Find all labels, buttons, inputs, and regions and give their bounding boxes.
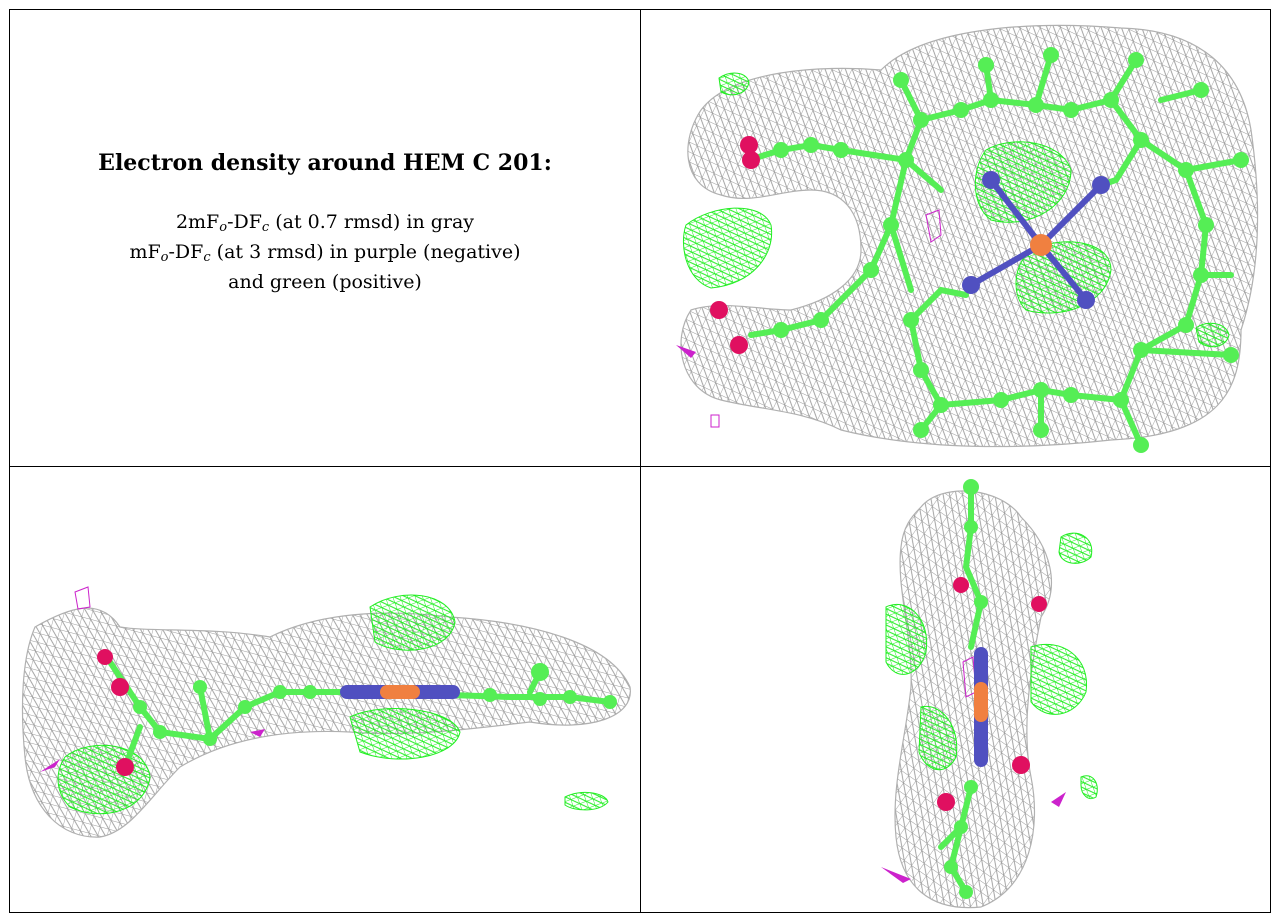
- figure-title: Electron density around HEM C 201:: [98, 150, 552, 176]
- oxygen-atoms: [937, 577, 1047, 811]
- density-negative-blob: [74, 586, 91, 610]
- fe-n-bonds: [968, 177, 1104, 303]
- table-divider-horizontal: [9, 466, 1271, 467]
- panel-side-view: [10, 467, 640, 912]
- density-positive-blob: [1030, 643, 1088, 715]
- carbon-atoms: [133, 663, 617, 746]
- density-positive-blob: [1080, 775, 1098, 800]
- density-negative-blob: [676, 345, 696, 358]
- density-mesh-2fofc: [21, 607, 631, 838]
- carbon-atoms: [944, 479, 988, 899]
- density-positive-blob: [1058, 532, 1093, 564]
- density-positive-blob: [369, 594, 456, 651]
- carbon-atoms: [773, 47, 1249, 453]
- density-positive-blob: [564, 791, 609, 811]
- density-positive-blob: [349, 708, 461, 760]
- density-negative-blob: [710, 414, 720, 428]
- iron-atom: [1030, 234, 1052, 256]
- density-negative-blob: [881, 867, 911, 883]
- density-negative-blob: [40, 759, 60, 772]
- density-negative-blob: [250, 729, 265, 737]
- heme-end-view-image: [881, 479, 1098, 909]
- density-mesh-2fofc: [680, 24, 1259, 448]
- panel-top-view: [641, 10, 1270, 466]
- density-positive-blob: [718, 72, 750, 96]
- iron-edge: [974, 682, 988, 722]
- density-negative-blob: [925, 209, 942, 243]
- map-legend: 2mFo-DFc (at 0.7 rmsd) in gray mFo-DFc (…: [10, 207, 640, 297]
- panel-end-view: [641, 467, 1270, 912]
- nitrogen-atoms: [962, 171, 1110, 309]
- density-positive-blob: [974, 141, 1072, 223]
- table-divider-vertical: [640, 9, 641, 913]
- density-negative-blob: [1051, 792, 1066, 807]
- oxygen-atoms: [710, 136, 760, 354]
- oxygen-atoms: [97, 649, 134, 776]
- density-positive-blob: [683, 207, 773, 289]
- legend-line-colors: and green (positive): [228, 271, 422, 293]
- density-positive-blob: [1195, 322, 1230, 348]
- density-positive-blob: [918, 705, 958, 771]
- density-mesh-2fofc: [894, 490, 1052, 909]
- heme-top-view-image: [676, 24, 1259, 453]
- density-positive-blob: [885, 603, 928, 675]
- iron-edge: [380, 685, 420, 699]
- legend-line-fofc: mFo-DFc (at 3 rmsd) in purple (negative): [129, 241, 521, 265]
- heme-side-view-image: [21, 586, 631, 838]
- caption-cell: Electron density around HEM C 201: 2mFo-…: [10, 10, 640, 466]
- legend-line-2fofc: 2mFo-DFc (at 0.7 rmsd) in gray: [175, 211, 475, 235]
